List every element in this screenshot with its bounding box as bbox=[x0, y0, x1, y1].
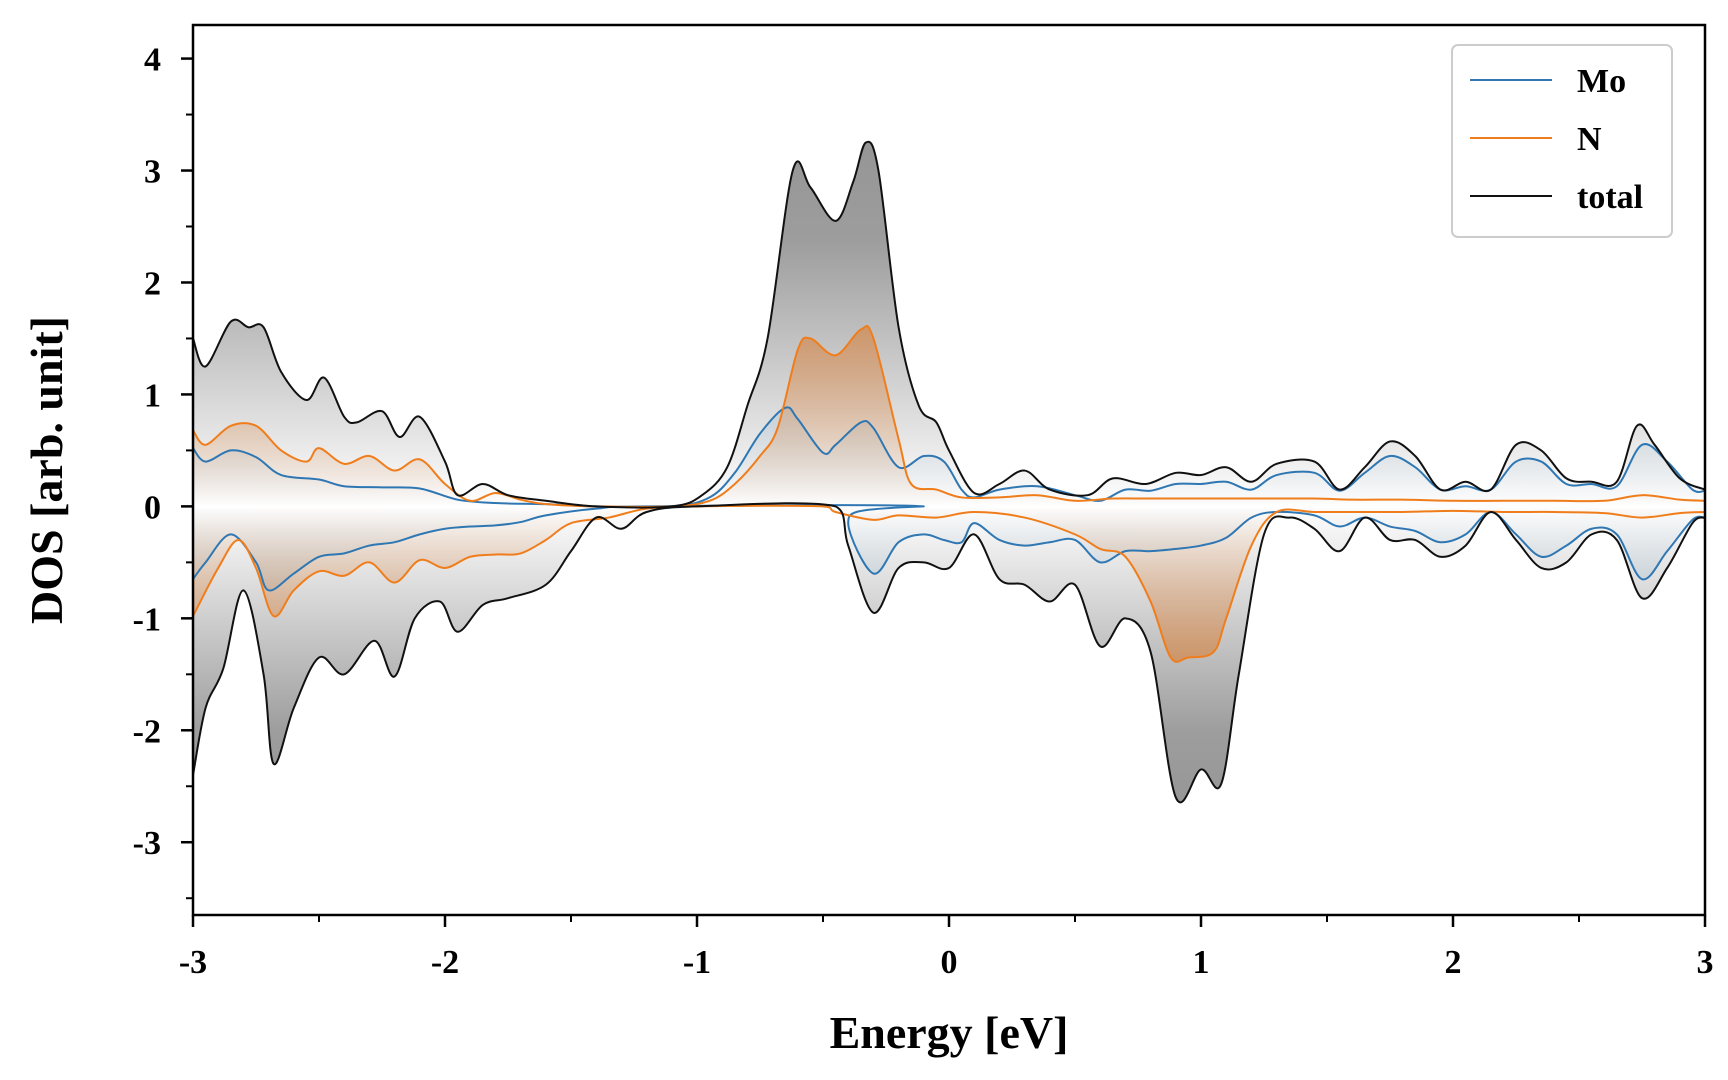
x-tick-label: 3 bbox=[1697, 944, 1714, 981]
n-up-line bbox=[193, 325, 1705, 508]
y-tick-label: 4 bbox=[144, 42, 161, 79]
x-tick-label: -3 bbox=[179, 944, 207, 981]
x-axis: -3 -2 -1 0 1 2 3 bbox=[179, 915, 1714, 981]
line-layer bbox=[193, 140, 1705, 804]
legend-box bbox=[1451, 44, 1673, 238]
x-tick-label: -1 bbox=[683, 944, 711, 981]
n-down-line bbox=[193, 504, 1705, 663]
y-tick-label: -1 bbox=[133, 601, 161, 638]
n-down-fill bbox=[193, 505, 1705, 662]
x-axis-label: Energy [eV] bbox=[830, 1007, 1069, 1058]
legend-label-total: total bbox=[1577, 179, 1643, 216]
y-tick-label: 0 bbox=[144, 489, 161, 526]
n-up-fill bbox=[193, 326, 1705, 507]
x-tick-label: 2 bbox=[1445, 944, 1462, 981]
y-axis: -3 -2 -1 0 1 2 3 4 bbox=[133, 42, 193, 900]
y-tick-label: -3 bbox=[133, 825, 161, 862]
total-down-line bbox=[193, 502, 1705, 804]
x-tick-label: 1 bbox=[1193, 944, 1210, 981]
legend-label-n: N bbox=[1577, 121, 1602, 158]
y-tick-label: 2 bbox=[144, 265, 161, 302]
x-tick-label: -2 bbox=[431, 944, 459, 981]
total-up-line bbox=[193, 140, 1705, 509]
x-tick-label: 0 bbox=[941, 944, 958, 981]
y-tick-label: -2 bbox=[133, 713, 161, 750]
legend-label-mo: Mo bbox=[1577, 63, 1626, 100]
y-tick-label: 3 bbox=[144, 154, 161, 191]
y-tick-label: 1 bbox=[144, 377, 161, 414]
fill-layer bbox=[193, 141, 1705, 803]
y-axis-label: DOS [arb. unit] bbox=[21, 316, 72, 624]
